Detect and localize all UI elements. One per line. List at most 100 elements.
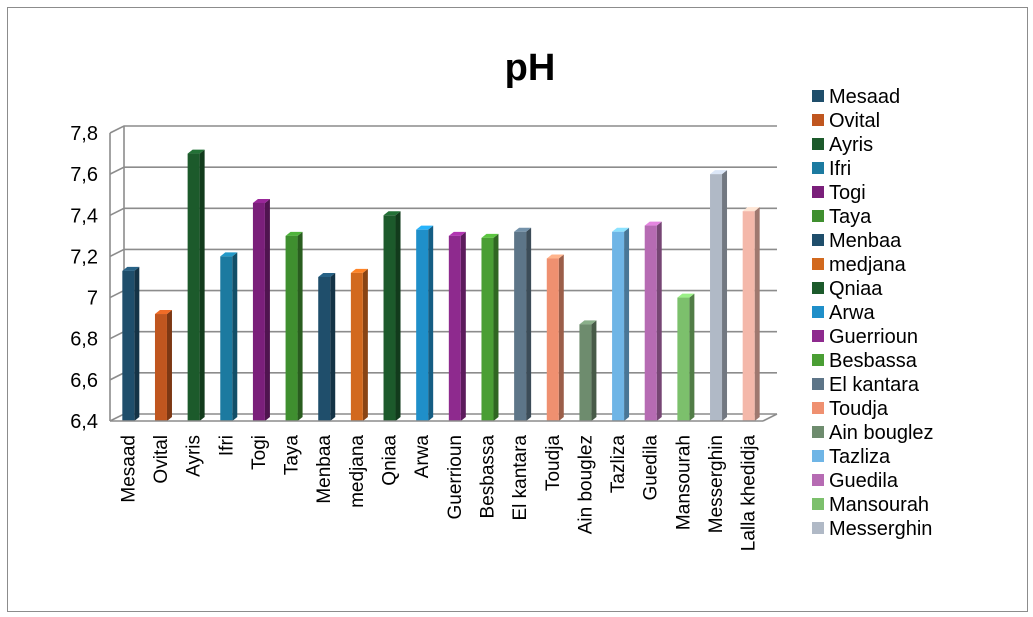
y-tick-label: 7,8 bbox=[70, 123, 98, 145]
bar-top bbox=[318, 273, 336, 277]
bar bbox=[677, 293, 695, 421]
x-category-label: Qniaa bbox=[380, 435, 401, 486]
bar-side bbox=[722, 170, 728, 421]
bar-top bbox=[383, 211, 401, 216]
legend-item: Guerrioun bbox=[812, 326, 918, 348]
legend-swatch bbox=[812, 426, 824, 438]
bar-front bbox=[416, 229, 429, 421]
legend-item: Mansourah bbox=[812, 494, 929, 516]
x-category-label: Messerghin bbox=[706, 435, 727, 533]
bar-top bbox=[546, 254, 564, 259]
legend-item: Mesaad bbox=[812, 86, 900, 108]
legend-label: Ayris bbox=[829, 134, 873, 156]
x-category-label: Guerrioun bbox=[445, 435, 466, 520]
legend-swatch bbox=[812, 210, 824, 222]
bar bbox=[252, 198, 270, 421]
bar-front bbox=[644, 225, 657, 421]
bar bbox=[220, 252, 238, 421]
legend-swatch bbox=[812, 522, 824, 534]
legend-swatch bbox=[812, 138, 824, 150]
legend-label: Ain bouglez bbox=[829, 422, 934, 444]
legend-item: Tazliza bbox=[812, 446, 891, 468]
y-tick-label: 7,6 bbox=[70, 164, 98, 186]
bar-top bbox=[579, 320, 597, 325]
bar-top bbox=[122, 266, 140, 271]
bar-layer bbox=[122, 149, 760, 422]
bar-side bbox=[428, 225, 434, 421]
x-category-label: Ovital bbox=[151, 435, 172, 484]
legend-swatch bbox=[812, 114, 824, 126]
legend-swatch bbox=[812, 282, 824, 294]
bar-front bbox=[579, 324, 592, 421]
legend-label: Toudja bbox=[829, 398, 889, 420]
bar-side bbox=[264, 198, 270, 421]
x-category-label: Ifri bbox=[216, 435, 237, 456]
legend-swatch bbox=[812, 258, 824, 270]
legend-item: Guedila bbox=[812, 470, 899, 492]
y-tick-label: 7,4 bbox=[70, 205, 98, 227]
bar-top bbox=[416, 225, 434, 230]
gridline bbox=[109, 166, 777, 175]
legend-item: El kantara bbox=[812, 374, 920, 396]
bar bbox=[546, 254, 564, 421]
gridline bbox=[109, 372, 777, 381]
x-category-label: medjana bbox=[347, 435, 368, 508]
legend-label: Menbaa bbox=[829, 230, 902, 252]
bar bbox=[350, 268, 368, 421]
bar-side bbox=[330, 273, 336, 421]
legend-label: Guedila bbox=[829, 470, 899, 492]
bar bbox=[154, 310, 172, 421]
legend-label: Arwa bbox=[829, 302, 875, 324]
legend-item: Besbassa bbox=[812, 350, 918, 372]
legend-label: Taya bbox=[829, 206, 872, 228]
bar-front bbox=[252, 202, 265, 421]
legend-item: Messerghin bbox=[812, 518, 932, 540]
legend-item: Ain bouglez bbox=[812, 422, 934, 444]
legend-item: Toudja bbox=[812, 398, 889, 420]
legend: MesaadOvitalAyrisIfriTogiTayaMenbaamedja… bbox=[812, 86, 934, 540]
legend-item: Ovital bbox=[812, 110, 880, 132]
x-category-label: Taya bbox=[282, 435, 303, 476]
bar-front bbox=[448, 235, 461, 421]
bar-front bbox=[350, 272, 363, 421]
bar-side bbox=[754, 207, 760, 421]
legend-label: Guerrioun bbox=[829, 326, 918, 348]
bar-front bbox=[187, 153, 200, 422]
x-category-label: Ain bouglez bbox=[575, 435, 596, 534]
bar bbox=[481, 233, 499, 421]
x-category-label: Mansourah bbox=[673, 435, 694, 530]
bar-front bbox=[710, 174, 723, 421]
x-category-label: Menbaa bbox=[314, 435, 335, 504]
x-category-label: Guedila bbox=[641, 435, 662, 501]
legend-label: Messerghin bbox=[829, 518, 932, 540]
legend-item: Qniaa bbox=[812, 278, 883, 300]
legend-label: El kantara bbox=[829, 374, 920, 396]
bar-front bbox=[677, 297, 690, 421]
bar-side bbox=[558, 254, 564, 421]
bar-front bbox=[742, 211, 755, 421]
axis-layer: 6,4 6,6 6,8 7 7,2 7,4 7,6 7,8 Mesaad Ovital Ayris I… bbox=[70, 123, 778, 551]
legend-item: Arwa bbox=[812, 302, 875, 324]
bar-top bbox=[742, 207, 760, 212]
bar-top bbox=[612, 227, 630, 232]
legend-swatch bbox=[812, 498, 824, 510]
bar-side bbox=[624, 227, 630, 421]
legend-item: medjana bbox=[812, 254, 907, 276]
gridline bbox=[109, 330, 777, 340]
y-tick-label: 6,8 bbox=[70, 329, 98, 351]
bar-top bbox=[677, 293, 695, 298]
bar-side bbox=[232, 252, 238, 421]
gridline bbox=[109, 413, 777, 422]
legend-item: Togi bbox=[812, 182, 866, 204]
y-tick-label: 7 bbox=[87, 288, 98, 310]
legend-label: Qniaa bbox=[829, 278, 883, 300]
bar-top bbox=[285, 231, 303, 236]
bar bbox=[122, 266, 140, 421]
legend-swatch bbox=[812, 450, 824, 462]
bar bbox=[187, 149, 205, 422]
legend-label: Mansourah bbox=[829, 494, 929, 516]
legend-swatch bbox=[812, 90, 824, 102]
bar-side bbox=[297, 231, 303, 421]
bar bbox=[318, 273, 336, 421]
